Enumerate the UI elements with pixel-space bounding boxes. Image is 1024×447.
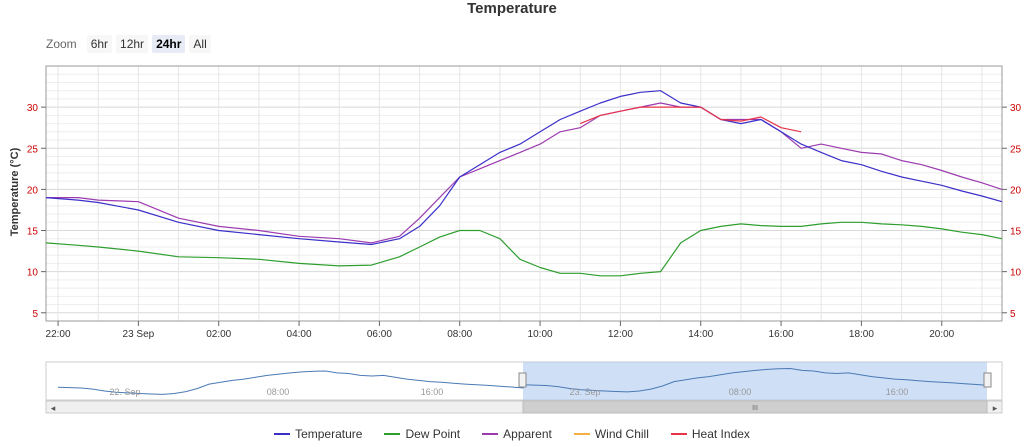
x-tick-label: 04:00 — [287, 329, 312, 340]
x-tick-label: 18:00 — [849, 329, 874, 340]
navigator-selection[interactable] — [523, 362, 987, 400]
navigator-left-handle[interactable] — [518, 372, 527, 388]
legend-swatch-dew-point — [384, 433, 401, 435]
navigator-label: 16:00 — [886, 387, 909, 397]
series-line-heat-index — [579, 106, 802, 133]
x-tick-label: 12:00 — [608, 329, 633, 340]
y-tick-label-right: 15 — [1010, 227, 1022, 238]
legend-swatch-heat-index — [670, 433, 687, 435]
navigator-label: 22. Sep — [109, 387, 140, 397]
x-tick-label: 16:00 — [769, 329, 794, 340]
chart-axes: 5 5 10 10 15 15 20 20 25 25 30 30 22:00 23 Sep 02:00 04… — [27, 103, 1022, 340]
chart-legend: Temperature Dew Point Apparent Wind Chil… — [0, 427, 1024, 441]
legend-item-apparent[interactable]: Apparent — [482, 427, 552, 441]
x-tick-label: 23 Sep — [123, 329, 155, 340]
scrollbar-left-arrow[interactable]: ◂ — [51, 403, 56, 413]
legend-swatch-apparent — [482, 433, 499, 435]
navigator-label: 16:00 — [421, 387, 444, 397]
legend-label-dew-point: Dew Point — [405, 427, 461, 441]
y-tick-label-left: 15 — [27, 227, 39, 238]
y-tick-label-left: 20 — [27, 185, 39, 196]
chart-grid — [46, 65, 1002, 322]
chart-title: Temperature — [467, 0, 557, 17]
legend-item-wind-chill[interactable]: Wind Chill — [573, 427, 649, 441]
y-tick-label-left: 30 — [27, 103, 39, 114]
y-tick-label-left: 5 — [32, 309, 38, 320]
navigator-label: 23. Sep — [569, 387, 600, 397]
zoom-12hr-button[interactable]: 12hr — [116, 35, 149, 53]
series-line-temperature — [45, 90, 1003, 246]
legend-label-apparent: Apparent — [503, 427, 552, 441]
x-tick-label: 10:00 — [528, 329, 553, 340]
navigator-label: 08:00 — [267, 387, 290, 397]
legend-item-heat-index[interactable]: Heat Index — [670, 427, 750, 441]
y-tick-label-right: 5 — [1010, 309, 1016, 320]
y-tick-label-right: 20 — [1010, 185, 1022, 196]
navigator-right-handle[interactable] — [983, 372, 992, 388]
x-tick-label: 14:00 — [688, 329, 713, 340]
legend-label-wind-chill: Wind Chill — [594, 427, 649, 441]
legend-label-heat-index: Heat Index — [691, 427, 750, 441]
y-tick-label-right: 30 — [1010, 103, 1022, 114]
chart-series — [45, 90, 1003, 277]
zoom-6hr-button[interactable]: 6hr — [86, 35, 113, 53]
legend-swatch-wind-chill — [573, 433, 590, 435]
x-tick-label: 22:00 — [46, 329, 71, 340]
scrollbar-thumb[interactable] — [522, 400, 988, 414]
y-tick-label-right: 10 — [1010, 268, 1022, 279]
zoom-label: Zoom — [46, 37, 77, 51]
y-tick-label-left: 10 — [27, 268, 39, 279]
x-tick-label: 06:00 — [367, 329, 392, 340]
legend-label-temperature: Temperature — [295, 427, 363, 441]
legend-item-dew-point[interactable]: Dew Point — [384, 427, 460, 441]
x-tick-label: 08:00 — [447, 329, 472, 340]
zoom-all-button[interactable]: All — [189, 35, 211, 53]
plot-area-border — [45, 65, 1003, 322]
navigator: 22. Sep 08:00 16:00 23. Sep 08:00 16:00 III ◂… — [45, 361, 1003, 414]
legend-item-temperature[interactable]: Temperature — [274, 427, 362, 441]
y-tick-label-right: 25 — [1010, 144, 1022, 155]
legend-swatch-temperature — [274, 433, 291, 435]
y-tick-label-left: 25 — [27, 144, 39, 155]
scrollbar-right-arrow[interactable]: ▸ — [993, 403, 998, 413]
navigator-labels: 22. Sep 08:00 16:00 23. Sep 08:00 16:00 — [109, 387, 908, 397]
x-tick-label: 20:00 — [929, 329, 954, 340]
zoom-24hr-button[interactable]: 24hr — [152, 35, 186, 53]
zoom-controls: Zoom 6hr 12hr 24hr All — [46, 35, 211, 53]
x-tick-label: 02:00 — [206, 329, 231, 340]
scrollbar-grip: III — [752, 405, 758, 412]
series-line-dew-point — [45, 221, 1003, 277]
navigator-label: 08:00 — [729, 387, 752, 397]
y-axis-title: Temperature (°C) — [9, 147, 21, 236]
